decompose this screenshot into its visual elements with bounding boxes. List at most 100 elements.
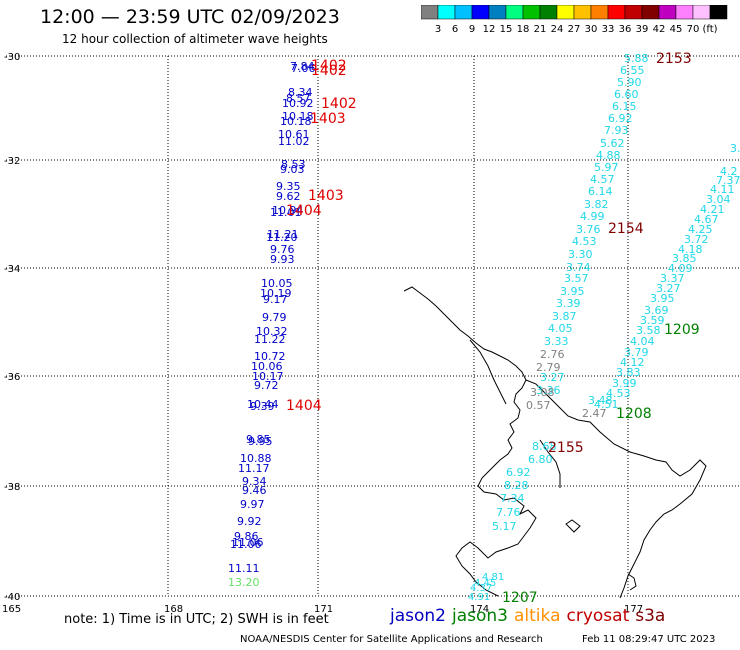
lon-label: 177 [624, 604, 643, 615]
colorbar-label: 30 [585, 24, 598, 35]
cyan-track-swh: 5.97 [594, 161, 619, 174]
time-label: 1404 [286, 398, 322, 414]
cyan-track-swh: 3.95 [560, 285, 585, 298]
jason2-swh: 11.01 [270, 206, 302, 219]
lat-label: -38 [4, 482, 20, 493]
cyan-track-swh: 5.90 [617, 76, 642, 89]
jason2-swh: 9.95 [248, 435, 273, 448]
inner-coast-a [469, 339, 507, 405]
colorbar-label: 45 [670, 24, 683, 35]
jason2-swh: 11.20 [266, 231, 298, 244]
jason2-swh: 8.53 [281, 158, 306, 171]
jason2-swh: 8.57 [286, 92, 311, 105]
colorbar-label: (ft) [702, 24, 717, 35]
jason2-swh: 9.92 [237, 515, 262, 528]
cyan-track-b-swh: 3.79 [624, 346, 649, 359]
jason2-swh: 9.97 [240, 498, 265, 511]
bottom-track-swh: 4.81 [482, 572, 504, 583]
jason3-swh: 13.20 [228, 576, 260, 589]
cyan-track-b-swh: 3.04 [706, 193, 731, 206]
jason2-swh: 7.84 [290, 60, 315, 73]
new-zealand-coastline [403, 286, 707, 599]
colorbar-label: 12 [483, 24, 496, 35]
cyan-track-swh: 3.87 [552, 310, 577, 323]
time-label: 2154 [608, 221, 644, 237]
colorbar-label: 9 [469, 24, 475, 35]
jason2-swh: 10.61 [278, 128, 310, 141]
jason2-swh: 10.88 [240, 452, 272, 465]
colorbar-swatch [709, 5, 728, 20]
colorbar-label: 36 [619, 24, 632, 35]
cyan-track-swh: 3.82 [584, 198, 609, 211]
lon-label: 171 [314, 604, 333, 615]
lon-label: 165 [2, 604, 21, 615]
jason2-swh: 11.17 [238, 462, 270, 475]
time-label: 2155 [548, 440, 584, 456]
cyan-track-b-swh: 4.51 [594, 398, 619, 411]
cyan-track-swh: 5.62 [600, 137, 625, 150]
cyan-track-swh: 3.36 [536, 384, 561, 397]
cyan-track-b-swh: 4.12 [620, 356, 645, 369]
colorbar-label: 39 [636, 24, 649, 35]
inner-coast-b [539, 439, 561, 488]
legend-s3a: s3a [635, 606, 666, 626]
cyan-track-swh: 6.14 [588, 185, 613, 198]
lat-label: -30 [4, 52, 20, 63]
jason2-swh: 10.05 [261, 277, 293, 290]
jason2-swh: 11.21 [267, 228, 299, 241]
jason2-swh: 11.11 [228, 562, 260, 575]
jason2-swh: 9.35 [276, 180, 301, 193]
cyan-track-swh: 3.57 [564, 272, 589, 285]
time-label: 1403 [308, 188, 344, 204]
cyan-track-b-swh: 3.95 [650, 292, 675, 305]
jason2-swh: 9.72 [254, 379, 279, 392]
cyan-track-b-swh: 4.25 [688, 223, 713, 236]
gray-track-swh: 2.76 [540, 348, 565, 361]
north-island-coast [403, 286, 537, 597]
cyan-track-b-swh: 3. [730, 142, 740, 155]
cyan-track-swh: 3.30 [568, 248, 593, 261]
cyan-track-b-swh: 3.85 [672, 252, 697, 265]
island-b [627, 573, 637, 591]
time-label: 1404 [286, 203, 322, 219]
cyan-track-swh: 6.92 [506, 466, 531, 479]
cyan-track-swh: 8.68 [532, 440, 557, 453]
bottom-track-swh: 4.45 [474, 578, 496, 589]
island-a [565, 519, 581, 533]
cyan-track-swh: 4.53 [572, 235, 597, 248]
jason2-swh: 9.62 [276, 190, 301, 203]
satellite-legend: jason2 jason3 altika cryosat s3a [390, 606, 671, 626]
gray-track-swh: 2.47 [582, 407, 607, 420]
jason2-swh: 9.17 [263, 293, 288, 306]
cyan-track-swh: 6.60 [614, 88, 639, 101]
gray-track-swh: 2.79 [536, 361, 561, 374]
north-island-east-coast [525, 379, 707, 599]
cyan-track-b-swh: 4.09 [668, 262, 693, 275]
jason2-swh: 9.46 [242, 484, 267, 497]
cyan-track-swh: 7.34 [500, 492, 525, 505]
lat-label: -40 [4, 592, 20, 603]
colorbar-label: 6 [452, 24, 458, 35]
jason2-swh: 11.22 [254, 333, 286, 346]
cyan-track-b-swh: 3.69 [644, 304, 669, 317]
bottom-track-swh: 4.37 [470, 583, 492, 594]
jason2-swh: 10.17 [252, 370, 284, 383]
jason2-swh: 9.86 [234, 530, 259, 543]
time-label: 1209 [664, 322, 700, 338]
time-label: 1403 [310, 111, 346, 127]
gray-track-swh: 0.57 [526, 399, 551, 412]
cyan-track-b-swh: 4.21 [700, 203, 725, 216]
jason2-swh: 11.06 [232, 536, 264, 549]
colorbar-label: 27 [568, 24, 581, 35]
cyan-track-swh: 4.99 [580, 210, 605, 223]
cyan-track-b-swh: 3.27 [656, 282, 681, 295]
cyan-track-swh: 4.88 [596, 149, 621, 162]
jason2-swh: 10.18 [282, 110, 314, 123]
cyan-track-swh: 3.27 [540, 371, 565, 384]
cyan-track-b-swh: 4.2 [720, 165, 738, 178]
colorbar-label: 70 [687, 24, 700, 35]
map-title: 12:00 — 23:59 UTC 02/09/2023 [40, 6, 340, 28]
bottom-track-swh: 4.91 [468, 592, 490, 603]
cyan-track-b-swh: 7.37 [716, 174, 740, 187]
